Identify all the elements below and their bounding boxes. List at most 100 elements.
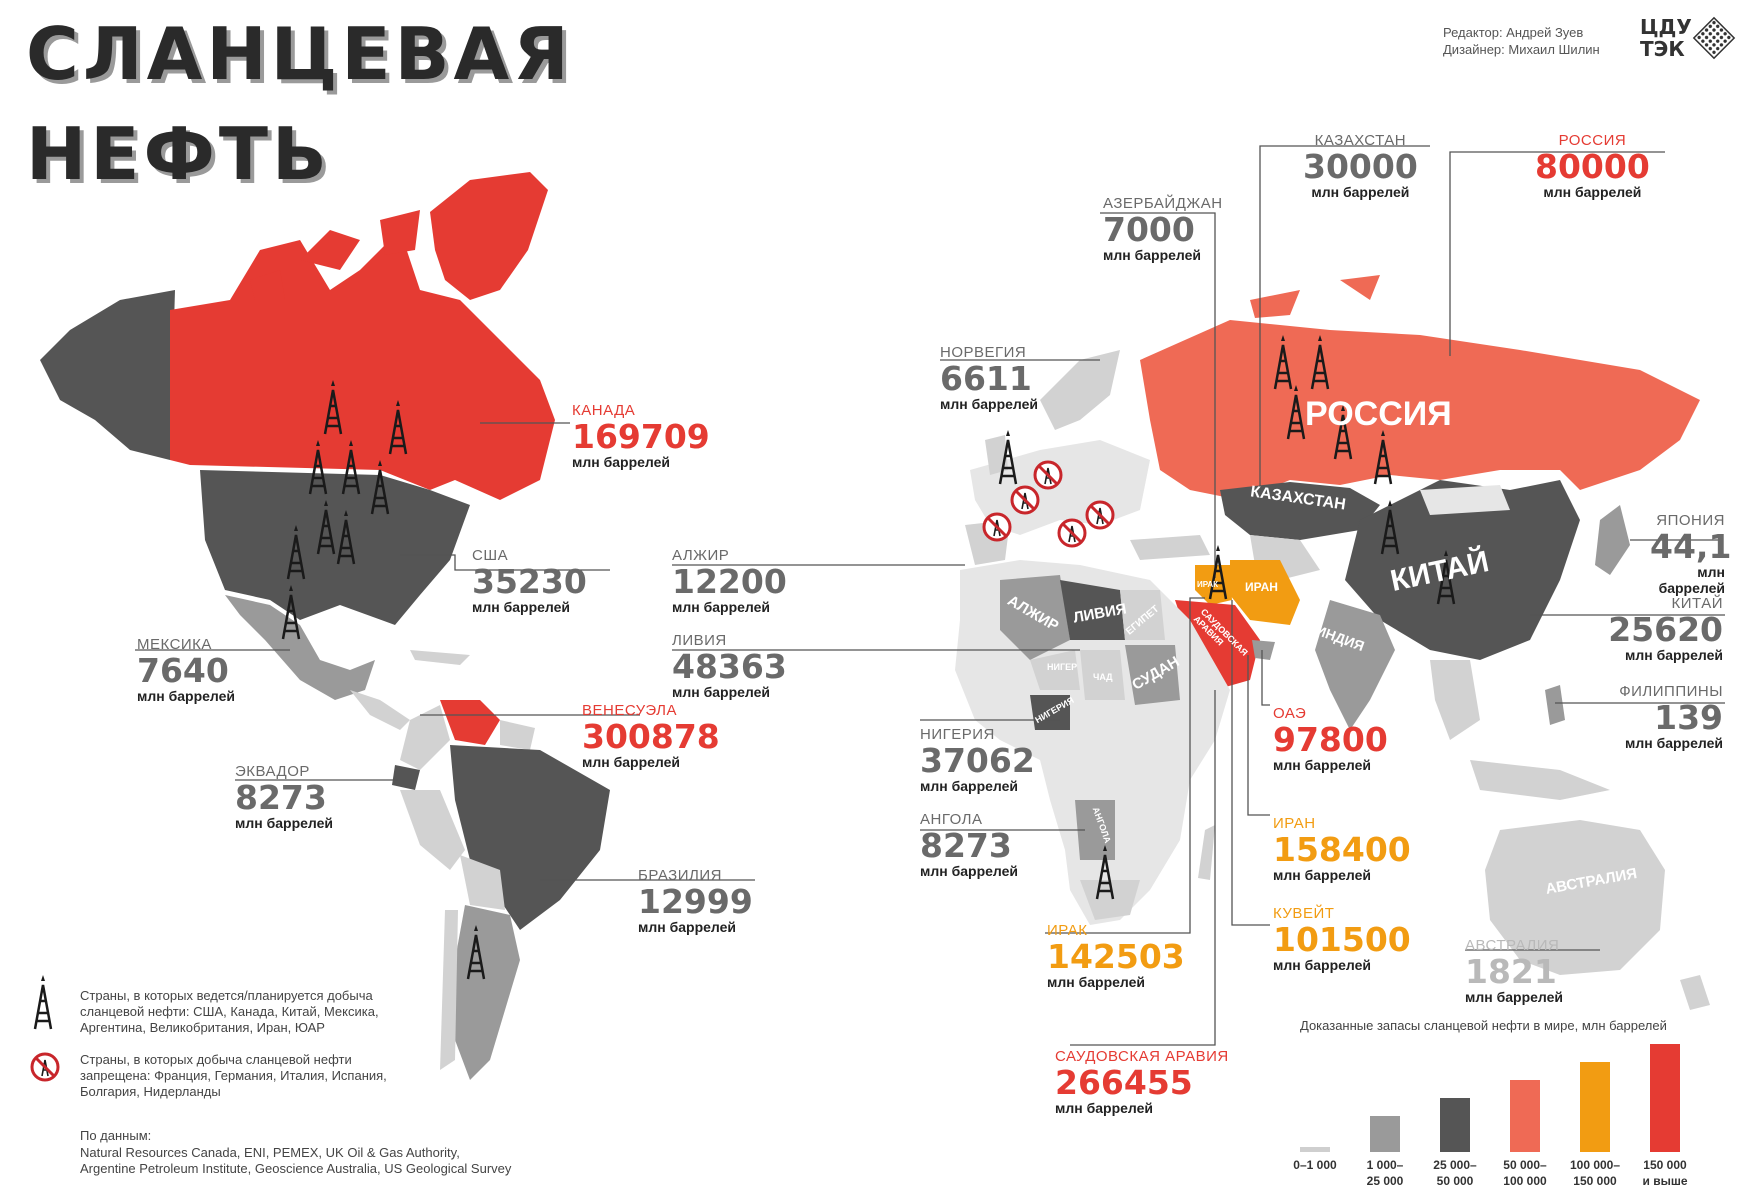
bar-label-6: 150 000 и выше (1642, 1158, 1688, 1188)
nigeria-name: НИГЕРИЯ (920, 726, 995, 743)
angola-name: АНГОЛА (920, 811, 983, 828)
legend-banned-text: Страны, в которых добыча сланцевой нефти… (80, 1052, 387, 1099)
china-unit: млн баррелей (1624, 647, 1723, 663)
japan-value: 44,1 (1650, 527, 1732, 566)
usa-value: 35230 (472, 562, 587, 601)
russia-value: 80000 (1535, 147, 1650, 186)
designer-credit: Дизайнер: Михаил Шилин (1443, 42, 1600, 57)
iraq-unit: млн баррелей (1047, 974, 1146, 990)
label-kazakhstan: КАЗАХСТАН 30000 млн баррелей (1303, 132, 1418, 200)
uae-region (1252, 640, 1275, 660)
canada-name: КАНАДА (572, 402, 636, 419)
brazil-name: БРАЗИЛИЯ (638, 867, 722, 884)
label-norway: НОРВЕГИЯ 6611 млн баррелей (940, 344, 1038, 412)
china-region (1345, 480, 1580, 660)
mexico-name: МЕКСИКА (137, 636, 212, 653)
nigeria-value: 37062 (920, 741, 1035, 780)
libya-value: 48363 (672, 647, 787, 686)
iraq-value: 142503 (1047, 937, 1185, 976)
nigeria-region (1030, 695, 1070, 730)
bar-label-2: 1 000– 25 000 (1366, 1158, 1404, 1188)
label-libya: ЛИВИЯ 48363 млн баррелей (672, 632, 787, 700)
iraq-name: ИРАК (1047, 922, 1088, 939)
title-line-2: НЕФТЬ (26, 112, 331, 196)
map-label-russia: РОССИЯ (1305, 395, 1452, 433)
editor-credit: Редактор: Андрей Зуев (1443, 25, 1584, 40)
norway-unit: млн баррелей (940, 396, 1039, 412)
credits: Редактор: Андрей Зуев Дизайнер: Михаил Ш… (1443, 24, 1600, 58)
japan-region (1595, 505, 1630, 575)
bar-1 (1300, 1147, 1330, 1152)
australia-name: АВСТРАЛИЯ (1465, 937, 1560, 954)
philippines-name: ФИЛИППИНЫ (1619, 683, 1723, 700)
madagascar (1198, 825, 1215, 880)
chile (440, 910, 458, 1070)
mexico-unit: млн баррелей (137, 688, 236, 704)
china-value: 25620 (1608, 610, 1723, 649)
algeria-value: 12200 (672, 562, 787, 601)
libya-region (1060, 580, 1125, 640)
greenland (430, 172, 548, 300)
kuwait-name: КУВЕЙТ (1273, 905, 1335, 922)
guianas (500, 720, 535, 750)
venezuela-value: 300878 (582, 717, 720, 756)
ecuador-value: 8273 (235, 778, 327, 817)
algeria-unit: млн баррелей (672, 599, 771, 615)
bar-label-3: 25 000– 50 000 (1433, 1158, 1477, 1188)
legend-rig-icon (33, 973, 53, 1031)
iran-value: 158400 (1273, 830, 1411, 869)
china-name: КИТАЙ (1671, 595, 1723, 612)
japan-name: ЯПОНИЯ (1656, 512, 1725, 529)
label-iran: ИРАН 158400 млн баррелей (1273, 815, 1411, 883)
egypt-region (1120, 590, 1165, 640)
turkey (1130, 535, 1210, 560)
algeria-name: АЛЖИР (672, 547, 730, 564)
algeria-region (1000, 575, 1070, 660)
label-russia: РОССИЯ 80000 млн баррелей (1535, 132, 1650, 200)
sources-title: По данным: (80, 1128, 152, 1143)
colombia (400, 705, 450, 770)
label-iraq: ИРАК 142503 млн баррелей (1047, 922, 1185, 990)
philippines-region (1545, 685, 1565, 725)
map-label-niger: НИГЕР (1047, 662, 1078, 672)
philippines-value: 139 (1654, 698, 1723, 737)
saudi-value: 266455 (1055, 1063, 1193, 1102)
bar-label-4: 50 000– 100 000 (1503, 1158, 1547, 1188)
bar-6 (1650, 1044, 1680, 1152)
peru (400, 790, 465, 870)
philippines-unit: млн баррелей (1624, 735, 1723, 751)
australia-region (1485, 820, 1665, 975)
usa-unit: млн баррелей (472, 599, 571, 615)
bar-label-1: 0–1 000 (1293, 1158, 1337, 1172)
label-japan: ЯПОНИЯ 44,1 млн баррелей (1650, 512, 1732, 596)
chad-region (1080, 650, 1125, 700)
logo-line-1: ЦДУ (1640, 15, 1692, 39)
label-brazil: БРАЗИЛИЯ 12999 млн баррелей (638, 867, 753, 935)
label-mexico: МЕКСИКА 7640 млн баррелей (137, 636, 235, 704)
brazil-unit: млн баррелей (638, 919, 737, 935)
label-ecuador: ЭКВАДОР 8273 млн баррелей (235, 763, 333, 831)
label-uae: ОАЭ 97800 млн баррелей (1273, 705, 1388, 773)
azerbaijan-name: АЗЕРБАЙДЖАН (1103, 195, 1223, 212)
canada-unit: млн баррелей (572, 454, 671, 470)
label-philippines: ФИЛИППИНЫ 139 млн баррелей (1573, 683, 1723, 751)
ecuador-region (392, 765, 420, 790)
venezuela-region (440, 700, 500, 745)
label-saudi: САУДОВСКАЯ АРАВИЯ 266455 млн баррелей (1055, 1048, 1229, 1116)
russia-unit: млн баррелей (1543, 184, 1642, 200)
label-nigeria: НИГЕРИЯ 37062 млн баррелей (920, 726, 1035, 794)
sources-line-1: Natural Resources Canada, ENI, PEMEX, UK… (80, 1145, 460, 1160)
kazakhstan-name: КАЗАХСТАН (1314, 132, 1407, 149)
mexico-region (225, 595, 375, 700)
australia-unit: млн баррелей (1465, 989, 1564, 1005)
iran-unit: млн баррелей (1273, 867, 1372, 883)
saudi-name: САУДОВСКАЯ АРАВИЯ (1055, 1048, 1229, 1065)
iran-name: ИРАН (1273, 815, 1316, 832)
ecuador-name: ЭКВАДОР (235, 763, 310, 780)
australia-value: 1821 (1465, 952, 1557, 991)
mexico-value: 7640 (137, 651, 229, 690)
india-region (1315, 600, 1395, 730)
niger-region (1030, 650, 1080, 690)
argentina-region (455, 905, 520, 1080)
label-australia: АВСТРАЛИЯ 1821 млн баррелей (1465, 937, 1563, 1005)
